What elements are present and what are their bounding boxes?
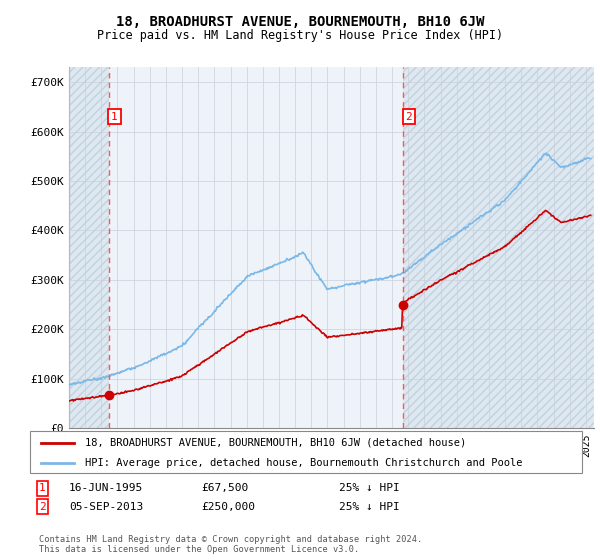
- Text: 16-JUN-1995: 16-JUN-1995: [69, 483, 143, 493]
- Bar: [69, 67, 109, 428]
- Text: 2: 2: [39, 502, 46, 512]
- Text: £67,500: £67,500: [201, 483, 248, 493]
- Text: 18, BROADHURST AVENUE, BOURNEMOUTH, BH10 6JW (detached house): 18, BROADHURST AVENUE, BOURNEMOUTH, BH10…: [85, 438, 466, 448]
- Bar: [69, 67, 109, 428]
- Text: 25% ↓ HPI: 25% ↓ HPI: [339, 483, 400, 493]
- Text: Price paid vs. HM Land Registry's House Price Index (HPI): Price paid vs. HM Land Registry's House …: [97, 29, 503, 42]
- Text: 05-SEP-2013: 05-SEP-2013: [69, 502, 143, 512]
- FancyBboxPatch shape: [30, 431, 582, 473]
- Bar: [109, 67, 403, 428]
- Bar: [403, 67, 594, 428]
- Text: 1: 1: [39, 483, 46, 493]
- Text: £250,000: £250,000: [201, 502, 255, 512]
- Text: 18, BROADHURST AVENUE, BOURNEMOUTH, BH10 6JW: 18, BROADHURST AVENUE, BOURNEMOUTH, BH10…: [116, 15, 484, 29]
- Text: 2: 2: [406, 111, 412, 122]
- Text: 25% ↓ HPI: 25% ↓ HPI: [339, 502, 400, 512]
- Text: 1: 1: [111, 111, 118, 122]
- Text: HPI: Average price, detached house, Bournemouth Christchurch and Poole: HPI: Average price, detached house, Bour…: [85, 458, 523, 468]
- Text: Contains HM Land Registry data © Crown copyright and database right 2024.
This d: Contains HM Land Registry data © Crown c…: [39, 535, 422, 554]
- Bar: [403, 67, 594, 428]
